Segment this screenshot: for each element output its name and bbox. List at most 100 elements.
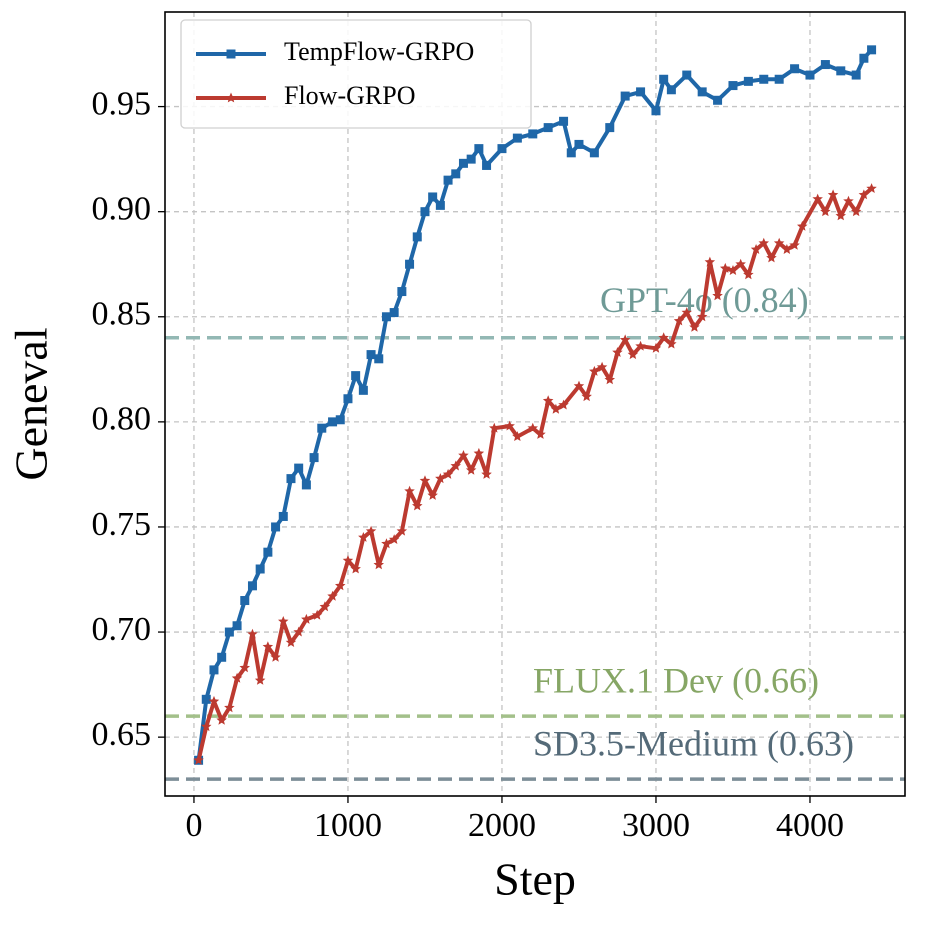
y-tick-label: 0.80 xyxy=(92,401,152,438)
point xyxy=(327,590,338,601)
point xyxy=(474,144,484,154)
point xyxy=(604,374,615,385)
point xyxy=(255,564,265,574)
point xyxy=(566,148,576,158)
y-tick-label: 0.95 xyxy=(92,85,152,122)
point xyxy=(605,123,615,133)
y-tick-label: 0.75 xyxy=(92,506,152,543)
point xyxy=(820,60,830,70)
point xyxy=(397,287,407,297)
point xyxy=(301,480,311,490)
point xyxy=(528,129,538,139)
legend-marker xyxy=(225,92,237,103)
point xyxy=(240,596,250,606)
point xyxy=(827,189,839,200)
y-tick-label: 0.70 xyxy=(92,611,152,648)
x-axis-label: Step xyxy=(494,854,576,905)
point xyxy=(412,232,422,242)
point xyxy=(851,70,861,80)
point xyxy=(581,391,592,402)
point xyxy=(193,754,204,765)
point xyxy=(743,76,753,86)
point xyxy=(270,651,281,662)
point xyxy=(866,183,877,193)
point xyxy=(867,45,877,55)
point xyxy=(373,559,384,570)
point xyxy=(650,342,662,353)
point xyxy=(351,371,361,381)
x-tick-label: 3000 xyxy=(622,807,690,844)
point xyxy=(217,652,227,662)
point xyxy=(239,662,250,673)
legend-marker xyxy=(226,49,236,59)
point xyxy=(381,312,391,322)
point xyxy=(342,555,354,565)
point xyxy=(512,431,523,441)
series xyxy=(194,45,877,765)
point xyxy=(651,106,661,116)
point xyxy=(285,637,297,647)
point xyxy=(278,511,288,521)
point xyxy=(689,321,700,332)
point xyxy=(358,385,368,395)
point xyxy=(451,169,461,179)
point xyxy=(224,627,234,637)
axes-frame xyxy=(164,11,906,797)
point xyxy=(216,714,227,725)
point xyxy=(743,269,754,280)
point xyxy=(317,423,327,433)
point xyxy=(271,522,281,532)
point xyxy=(263,547,273,557)
y-tick-label: 0.90 xyxy=(92,190,152,227)
point xyxy=(405,259,415,269)
point xyxy=(727,265,739,275)
point xyxy=(481,468,492,479)
point xyxy=(388,534,400,544)
point xyxy=(589,148,599,158)
point xyxy=(781,244,793,254)
point xyxy=(720,262,731,273)
point xyxy=(489,422,500,433)
point xyxy=(420,207,430,217)
point xyxy=(773,237,785,248)
point xyxy=(319,601,331,612)
point xyxy=(301,613,312,624)
point xyxy=(859,53,869,63)
point xyxy=(450,460,461,471)
point xyxy=(612,347,623,357)
point xyxy=(365,525,377,536)
point xyxy=(309,453,319,463)
point xyxy=(231,672,243,683)
x-tick-label: 2000 xyxy=(468,807,536,844)
point xyxy=(627,349,639,360)
point xyxy=(335,580,346,591)
point xyxy=(750,244,762,254)
point xyxy=(850,206,862,217)
point xyxy=(673,315,685,326)
point xyxy=(574,139,584,149)
point xyxy=(512,133,522,143)
point xyxy=(412,500,423,511)
point xyxy=(619,334,631,345)
point xyxy=(396,525,408,536)
point xyxy=(558,399,569,410)
point xyxy=(681,307,692,317)
point xyxy=(473,447,485,458)
point xyxy=(358,532,369,542)
point xyxy=(374,354,384,364)
point xyxy=(389,308,399,318)
point xyxy=(466,154,476,164)
point xyxy=(278,616,289,626)
point xyxy=(442,468,454,479)
point xyxy=(293,626,304,637)
point xyxy=(789,239,800,250)
point xyxy=(543,123,553,133)
legend-label: Flow-GRPO xyxy=(284,81,415,110)
point xyxy=(542,395,554,406)
point xyxy=(735,258,746,269)
point xyxy=(836,66,846,76)
point xyxy=(697,87,707,97)
point xyxy=(335,415,345,425)
y-tick-label: 0.85 xyxy=(92,296,152,333)
point xyxy=(350,563,361,574)
